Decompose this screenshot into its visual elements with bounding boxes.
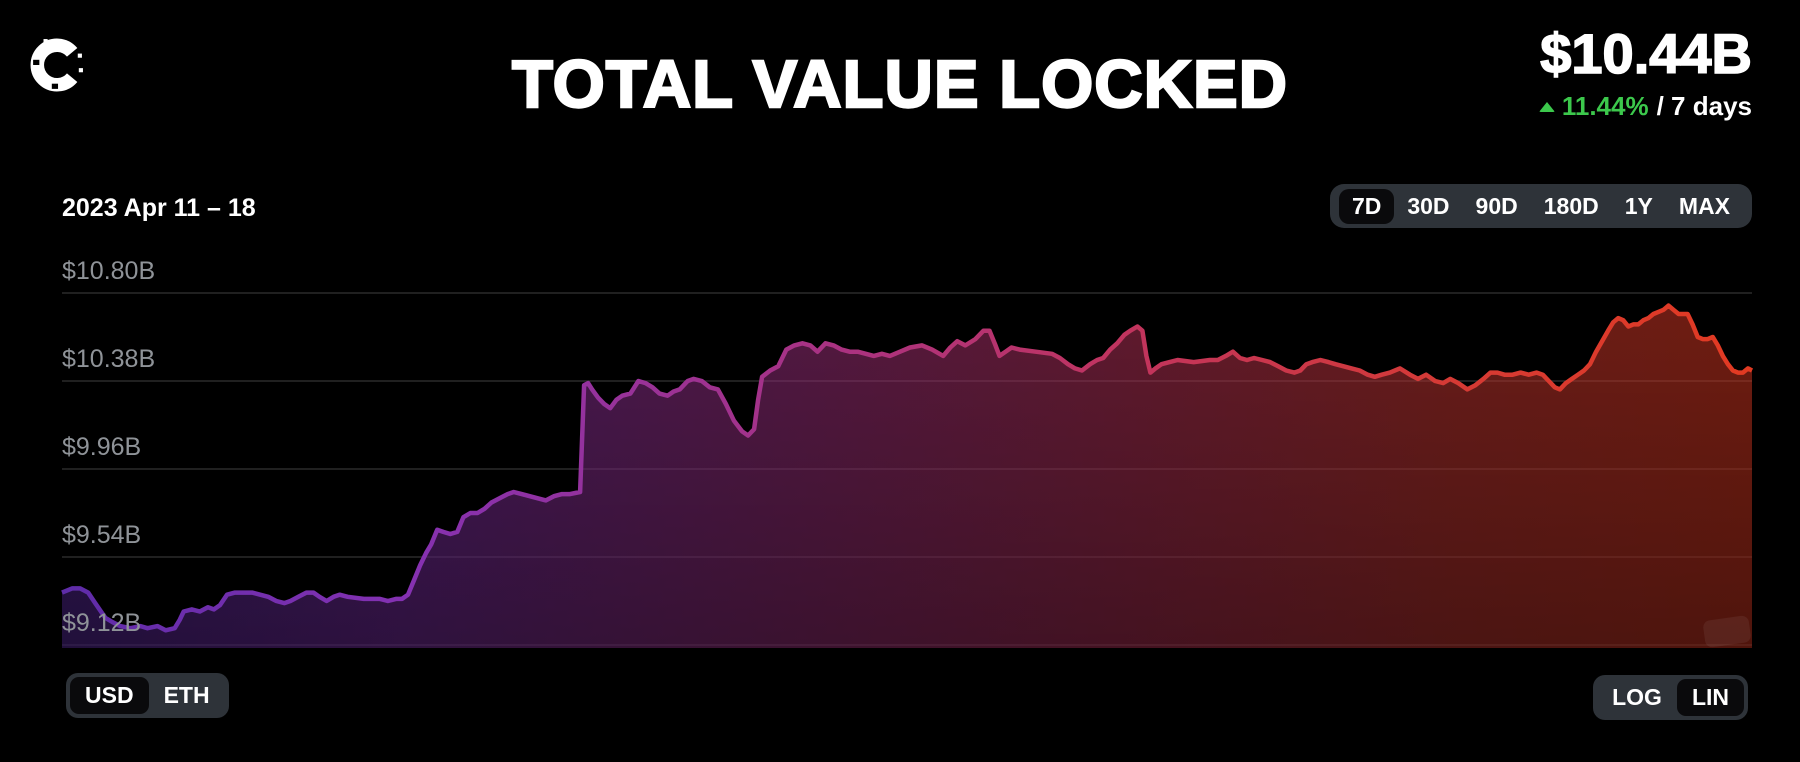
range-selector: 7D 30D 90D 180D 1Y MAX [1329, 184, 1752, 228]
currency-eth-button[interactable]: ETH [149, 677, 225, 714]
y-axis-label: $10.38B [62, 345, 156, 373]
range-button-1y[interactable]: 1Y [1612, 189, 1666, 224]
range-button-180d[interactable]: 180D [1531, 189, 1612, 224]
scale-log-button[interactable]: LOG [1597, 679, 1677, 716]
currency-usd-button[interactable]: USD [70, 677, 149, 714]
change-percent: 11.44% [1561, 91, 1649, 121]
change-period: / 7 days [1656, 91, 1752, 121]
currency-toggle: USD ETH [66, 673, 229, 718]
y-axis-label: $9.96B [62, 433, 142, 461]
range-button-max[interactable]: MAX [1666, 189, 1743, 224]
change-line: 11.44%/ 7 days [1538, 91, 1752, 122]
scale-lin-button[interactable]: LIN [1676, 679, 1744, 716]
range-button-90d[interactable]: 90D [1463, 189, 1531, 224]
header-stats: $10.44B 11.44%/ 7 days [1538, 22, 1753, 122]
triangle-up-icon [1538, 102, 1555, 112]
y-axis-label: $9.12B [62, 609, 142, 637]
range-button-7d[interactable]: 7D [1338, 188, 1395, 224]
c-gear-logo-icon[interactable] [30, 38, 84, 92]
date-range-label: 2023 Apr 11 – 18 [62, 194, 256, 222]
range-button-30d[interactable]: 30D [1394, 189, 1462, 224]
y-axis-label: $10.80B [62, 257, 156, 285]
current-value: $10.44B [1539, 22, 1752, 85]
y-axis-label: $9.54B [62, 521, 142, 549]
page-title: TOTAL VALUE LOCKED [511, 46, 1289, 123]
scale-toggle: LOG LIN [1593, 675, 1748, 720]
